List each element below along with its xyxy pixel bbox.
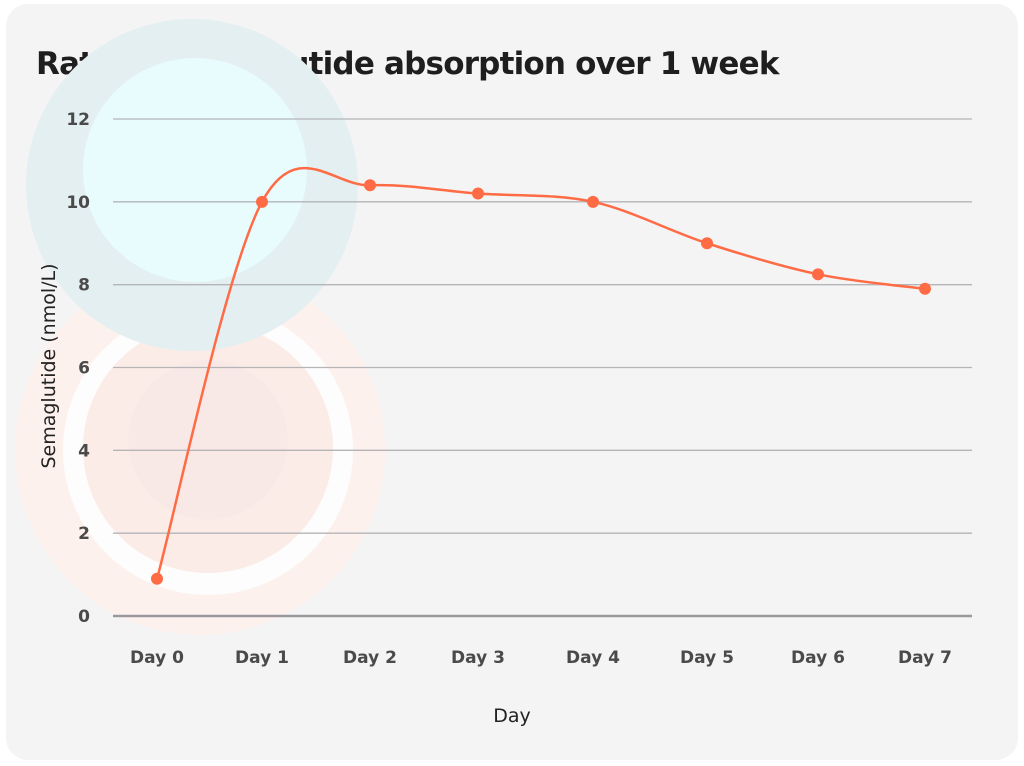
data-point (151, 572, 163, 585)
data-point (587, 195, 599, 208)
y-tick-label: 2 (78, 524, 90, 544)
x-tick-label: Day 4 (566, 648, 620, 668)
data-point (472, 187, 484, 200)
x-axis-label: Day (493, 705, 531, 727)
y-tick-label: 0 (78, 607, 90, 627)
x-tick-label: Day 0 (130, 648, 184, 668)
x-tick-label: Day 5 (680, 648, 734, 668)
y-tick-label: 4 (78, 441, 90, 461)
y-tick-label: 12 (66, 110, 90, 130)
x-tick-label: Day 7 (898, 648, 952, 668)
x-tick-label: Day 3 (451, 648, 505, 668)
x-tick-label: Day 1 (235, 648, 289, 668)
data-point (256, 195, 268, 208)
data-point (701, 237, 713, 250)
x-tick-label: Day 2 (343, 648, 397, 668)
y-axis-label: Semaglutide (nmol/L) (38, 263, 60, 468)
data-point (364, 179, 376, 192)
y-tick-label: 6 (78, 359, 90, 379)
data-point (812, 268, 824, 281)
y-tick-label: 8 (78, 276, 90, 296)
data-point (919, 282, 931, 295)
y-tick-label: 10 (66, 193, 90, 213)
x-tick-label: Day 6 (791, 648, 845, 668)
